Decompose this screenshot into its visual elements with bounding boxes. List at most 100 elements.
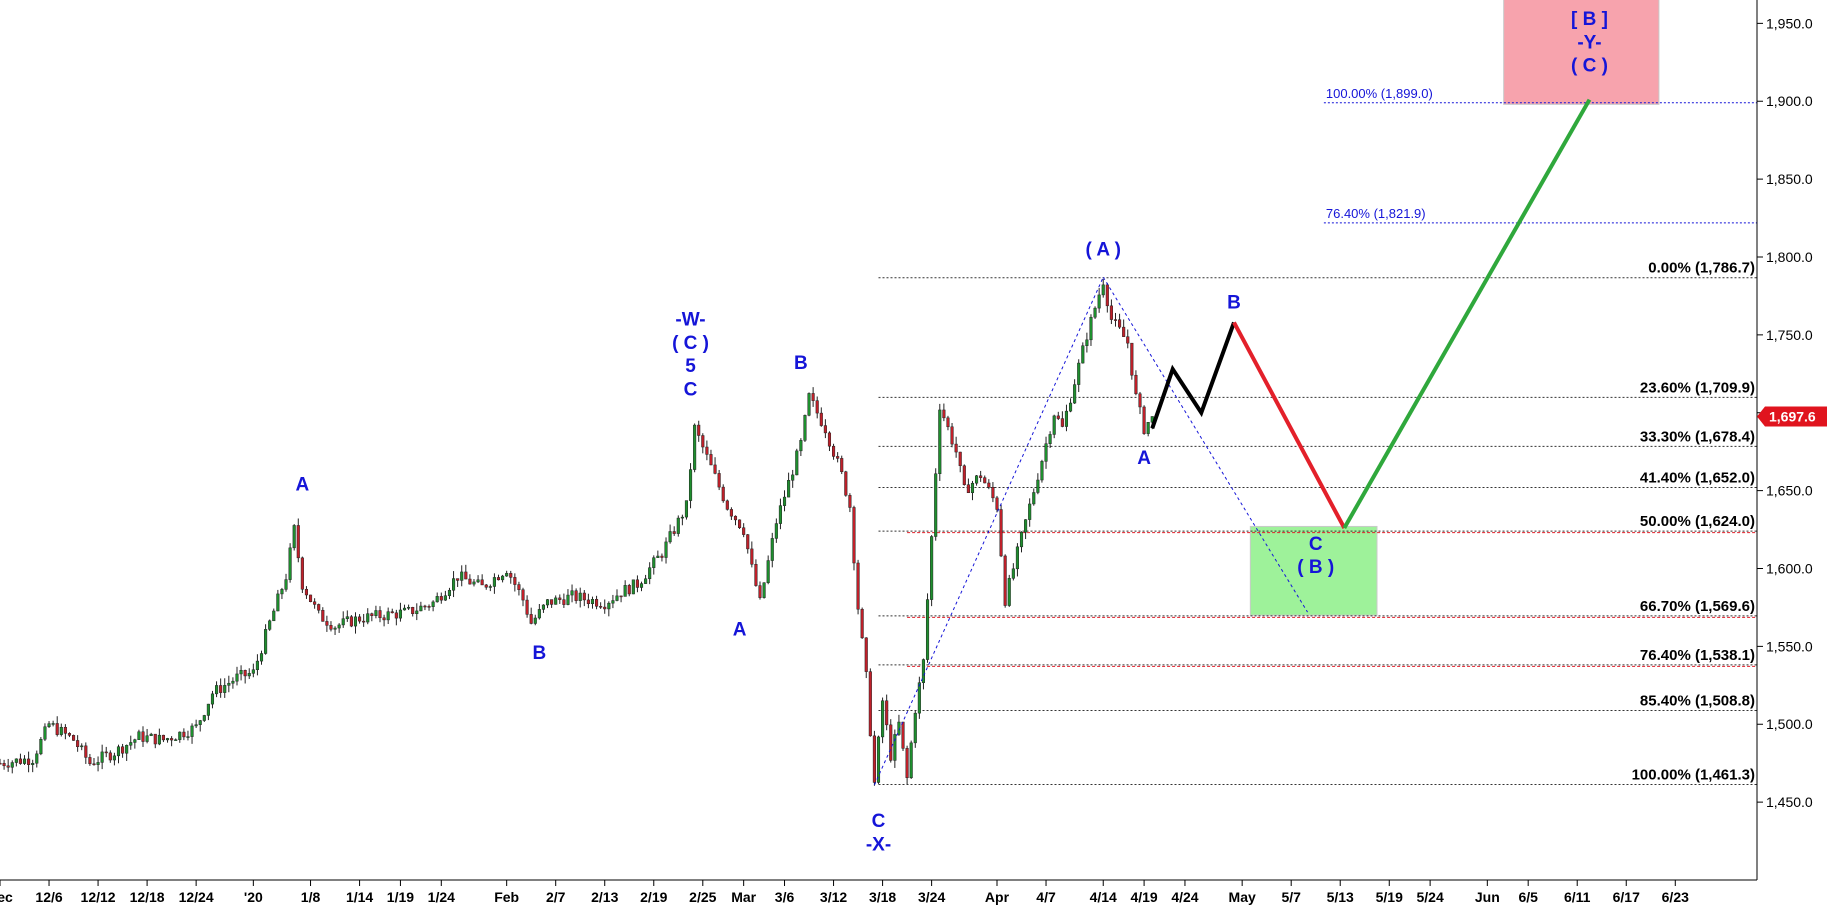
candle-154 (627, 583, 631, 597)
candle-110 (447, 587, 452, 600)
candle-48 (194, 719, 198, 729)
candle-126 (513, 573, 517, 592)
candle-body-25 (100, 751, 104, 763)
candle-body-97 (394, 612, 398, 619)
candle-body-264 (1077, 362, 1081, 385)
candle-body-56 (227, 682, 231, 686)
candle-body-195 (795, 450, 799, 476)
candle-140 (570, 584, 574, 603)
candle-250 (1019, 531, 1024, 553)
candle-body-211 (860, 608, 864, 639)
candle-body-251 (1024, 519, 1028, 533)
candle-100 (407, 604, 411, 611)
candle-body-7 (27, 758, 31, 765)
candle-158 (644, 574, 648, 584)
candle-278 (1134, 370, 1138, 396)
candle-body-224 (913, 712, 917, 744)
candle-149 (607, 601, 611, 617)
candle-99 (402, 604, 407, 611)
candle-body-79 (321, 609, 325, 622)
candle-body-101 (411, 607, 415, 614)
candle-104 (423, 604, 427, 611)
candle-194 (791, 469, 795, 488)
candle-32 (129, 735, 133, 750)
candle-82 (333, 626, 337, 635)
x-tick-label-24: 4/24 (1171, 889, 1198, 905)
candle-159 (648, 562, 652, 585)
x-tick-label-31: 6/5 (1518, 889, 1538, 905)
candle-106 (431, 600, 435, 612)
candle-body-157 (639, 583, 644, 588)
candle-270 (1101, 278, 1105, 298)
candle-body-82 (333, 627, 337, 630)
candle-body-164 (668, 531, 672, 543)
x-tick-label-11: 2/7 (546, 889, 566, 905)
candle-body-154 (627, 585, 631, 595)
candle-body-21 (84, 745, 88, 758)
candle-body-134 (545, 599, 550, 606)
candle-body-137 (558, 597, 562, 600)
candle-body-45 (182, 731, 186, 738)
candle-body-92 (374, 610, 378, 616)
candle-body-155 (631, 579, 635, 595)
ext-label-1: 76.40% (1,821.9) (1326, 206, 1426, 221)
candle-94 (382, 614, 386, 627)
candle-58 (235, 666, 239, 686)
candle-56 (227, 675, 231, 693)
candle-body-133 (541, 604, 545, 610)
candle-75 (304, 586, 309, 599)
candle-body-115 (468, 578, 472, 585)
candle-81 (329, 621, 333, 632)
candle-212 (864, 637, 868, 679)
candle-body-247 (1007, 578, 1011, 606)
y-tick-label-4: 1,650.0 (1766, 483, 1813, 499)
candle-136 (554, 595, 558, 605)
candle-115 (468, 574, 472, 585)
candle-47 (190, 723, 194, 744)
candle-137 (558, 594, 562, 604)
y-tick-label-10: 1,950.0 (1766, 15, 1813, 31)
candle-167 (680, 514, 684, 526)
candle-92 (374, 605, 378, 619)
candle-33 (133, 738, 137, 749)
candle-body-55 (223, 685, 227, 693)
candle-226 (921, 658, 925, 690)
candle-body-132 (537, 609, 541, 619)
y-tick-label-8: 1,850.0 (1766, 171, 1813, 187)
candle-267 (1089, 314, 1093, 346)
wave-label-15: [ B ] (1571, 9, 1608, 30)
candle-body-192 (782, 496, 787, 506)
candle-261 (1064, 404, 1069, 432)
candle-body-18 (71, 735, 76, 741)
candle-173 (705, 440, 709, 461)
candle-109 (443, 590, 447, 601)
candle-body-9 (35, 753, 39, 764)
x-tick-label-16: 3/6 (775, 889, 795, 905)
candle-body-148 (603, 606, 607, 610)
candle-79 (321, 607, 325, 622)
candle-208 (848, 493, 852, 513)
candle-254 (1036, 473, 1040, 495)
fib-label-6: 76.40% (1,538.1) (1640, 647, 1755, 664)
candle-body-151 (615, 595, 619, 601)
last-price-label: 1,697.6 (1769, 408, 1816, 424)
candle-body-91 (370, 613, 374, 616)
candle-body-60 (243, 669, 247, 677)
candle-138 (562, 593, 566, 608)
candle-body-223 (909, 742, 913, 779)
candle-body-122 (496, 577, 501, 581)
candle-64 (259, 650, 264, 665)
candle-60 (243, 669, 247, 684)
candle-49 (198, 719, 202, 732)
candle-8 (31, 759, 35, 773)
candle-body-214 (872, 735, 876, 783)
candle-198 (807, 392, 811, 417)
candle-76 (308, 594, 313, 603)
candle-98 (398, 602, 402, 622)
candle-body-163 (664, 541, 668, 558)
candle-body-261 (1064, 410, 1069, 427)
x-tick-label-7: 1/14 (346, 889, 373, 905)
candle-25 (100, 744, 104, 770)
candle-body-11 (43, 726, 47, 740)
candle-120 (488, 584, 492, 592)
